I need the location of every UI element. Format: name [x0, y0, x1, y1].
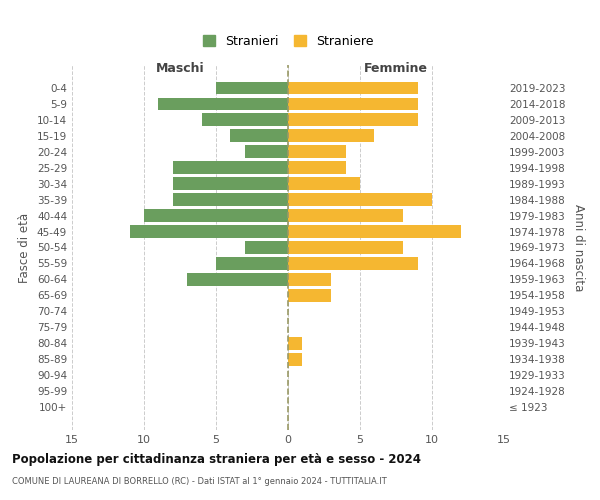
- Bar: [216, 257, 288, 270]
- Bar: [288, 130, 374, 142]
- Bar: [158, 98, 288, 110]
- Text: Femmine: Femmine: [364, 62, 428, 75]
- Bar: [288, 273, 331, 286]
- Bar: [173, 178, 288, 190]
- Bar: [288, 162, 346, 174]
- Bar: [245, 241, 288, 254]
- Bar: [202, 114, 288, 126]
- Bar: [288, 353, 302, 366]
- Bar: [288, 225, 461, 238]
- Bar: [288, 337, 302, 349]
- Bar: [187, 273, 288, 286]
- Bar: [288, 98, 418, 110]
- Bar: [288, 209, 403, 222]
- Bar: [288, 257, 418, 270]
- Y-axis label: Anni di nascita: Anni di nascita: [572, 204, 585, 291]
- Bar: [288, 289, 331, 302]
- Bar: [130, 225, 288, 238]
- Y-axis label: Fasce di età: Fasce di età: [19, 212, 31, 282]
- Bar: [288, 82, 418, 94]
- Bar: [288, 178, 360, 190]
- Bar: [173, 162, 288, 174]
- Text: Maschi: Maschi: [155, 62, 205, 75]
- Bar: [288, 194, 432, 206]
- Bar: [288, 114, 418, 126]
- Text: Popolazione per cittadinanza straniera per età e sesso - 2024: Popolazione per cittadinanza straniera p…: [12, 452, 421, 466]
- Bar: [288, 241, 403, 254]
- Bar: [288, 146, 346, 158]
- Bar: [173, 194, 288, 206]
- Text: COMUNE DI LAUREANA DI BORRELLO (RC) - Dati ISTAT al 1° gennaio 2024 - TUTTITALIA: COMUNE DI LAUREANA DI BORRELLO (RC) - Da…: [12, 478, 387, 486]
- Legend: Stranieri, Straniere: Stranieri, Straniere: [199, 31, 377, 52]
- Bar: [245, 146, 288, 158]
- Bar: [230, 130, 288, 142]
- Bar: [216, 82, 288, 94]
- Bar: [144, 209, 288, 222]
